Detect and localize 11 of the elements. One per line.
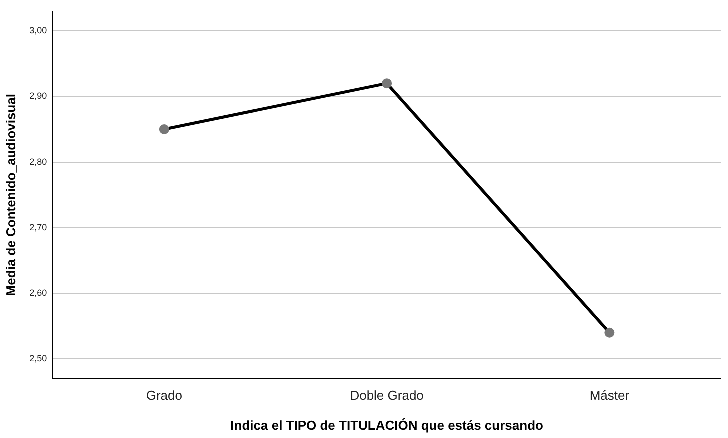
x-tick-label: Doble Grado — [350, 388, 424, 404]
y-tick-label: 2,70 — [30, 222, 48, 232]
y-tick-label: 3,00 — [30, 26, 48, 36]
x-tick-label: Máster — [590, 388, 630, 404]
x-tick-label: Grado — [146, 388, 182, 404]
y-tick-label: 2,50 — [30, 354, 48, 364]
x-axis-title: Indica el TIPO de TITULACIÓN que estás cursando — [230, 418, 544, 433]
y-axis-title: Media de Contenido_audiovisual — [3, 94, 18, 296]
y-tick-label: 2,90 — [30, 91, 48, 102]
y-tick-label: 2,80 — [30, 156, 48, 167]
y-tick-label: 2,60 — [30, 288, 48, 298]
